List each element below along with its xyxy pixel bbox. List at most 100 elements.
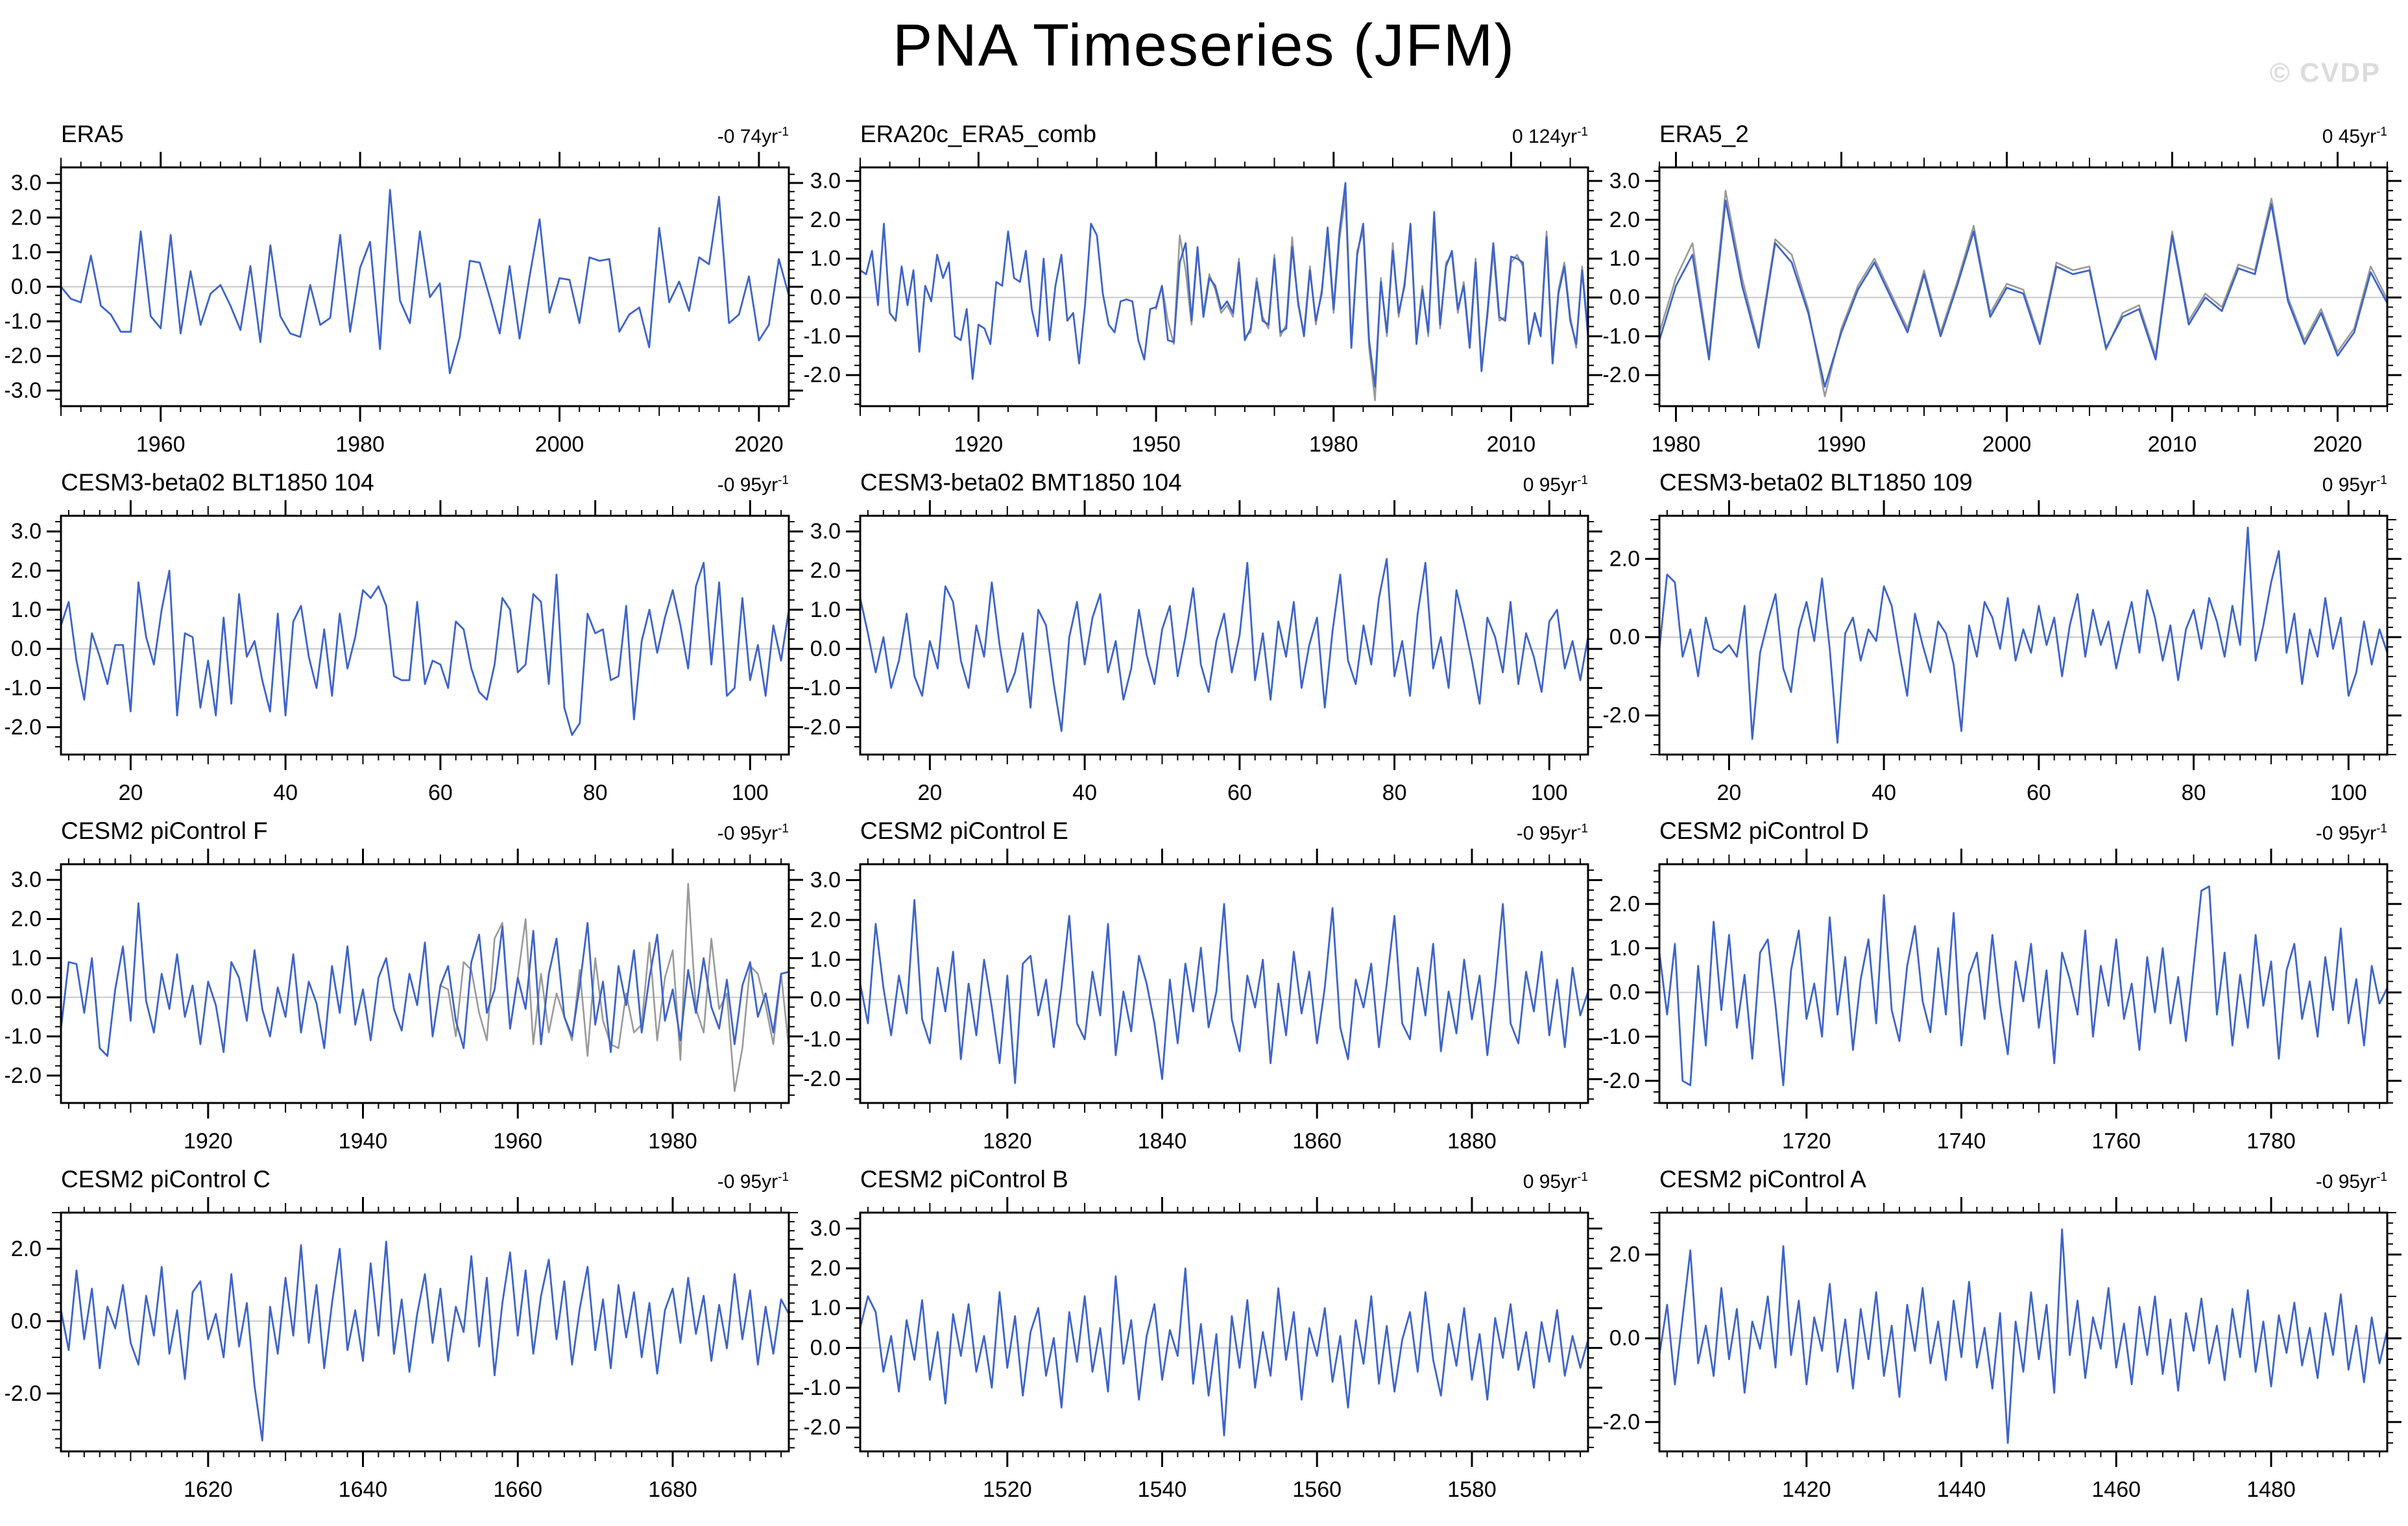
trend-unit: 95yr	[740, 1171, 778, 1193]
svg-text:2.0: 2.0	[11, 558, 42, 583]
trend-exponent: -1	[2376, 125, 2387, 139]
svg-text:3.0: 3.0	[810, 169, 841, 193]
svg-text:3.0: 3.0	[1609, 169, 1640, 193]
timeseries-plot: 1920 1950 1980 2010 3.0 2.0 1.0 0.0 -1.0 -2.0	[804, 152, 1602, 457]
svg-text:1.0: 1.0	[11, 946, 42, 971]
svg-text:1720: 1720	[1782, 1129, 1831, 1154]
svg-text:3.0: 3.0	[810, 868, 841, 893]
svg-text:1.0: 1.0	[1609, 247, 1640, 271]
panel-header: CESM2 piControl E -0 95yr-1	[804, 811, 1604, 845]
trend-value: -0	[717, 1171, 735, 1193]
trend-exponent: -1	[2376, 822, 2387, 836]
panel-title: CESM3-beta02 BLT1850 104	[61, 469, 374, 496]
svg-text:1920: 1920	[184, 1129, 233, 1154]
svg-text:2000: 2000	[1982, 432, 2032, 457]
svg-text:80: 80	[1382, 781, 1407, 805]
svg-text:1820: 1820	[983, 1129, 1032, 1154]
trend-unit: 95yr	[740, 474, 778, 496]
trend-value: 0	[2322, 126, 2333, 147]
svg-text:0.0: 0.0	[1609, 625, 1640, 649]
timeseries-plot: 1620 1640 1660 1680 2.0 0.0 -2.0	[5, 1197, 803, 1502]
svg-text:1740: 1740	[1937, 1129, 1986, 1154]
panel-era5: ERA5 -0 74yr-1 1960 1980 2000 2020 3.0 2.0 1.0…	[5, 114, 804, 463]
panel-title: CESM3-beta02 BMT1850 104	[860, 469, 1182, 496]
svg-text:2.0: 2.0	[1609, 891, 1640, 916]
panel-title: ERA5_2	[1659, 121, 1749, 147]
svg-text:1950: 1950	[1131, 432, 1181, 457]
svg-text:-1.0: -1.0	[804, 675, 841, 700]
svg-text:1980: 1980	[1652, 432, 1701, 457]
svg-text:1.0: 1.0	[810, 247, 841, 271]
timeseries-plot: 1920 1940 1960 1980 3.0 2.0 1.0 0.0 -1.0 -2.0	[5, 849, 803, 1154]
timeseries-plot: 1720 1740 1760 1780 2.0 1.0 0.0 -1.0 -2.0	[1604, 849, 2402, 1154]
svg-text:-2.0: -2.0	[5, 715, 42, 740]
panel-header: ERA20c_ERA5_comb 0 124yr-1	[804, 114, 1604, 148]
trend-unit: 95yr	[740, 823, 778, 844]
panel-era5-2: ERA5_2 0 45yr-1 1980 1990 2000 2010 2020 3.0 2…	[1604, 114, 2403, 463]
svg-text:2.0: 2.0	[11, 205, 42, 230]
trend-exponent: -1	[1577, 1170, 1588, 1184]
svg-text:2.0: 2.0	[1609, 546, 1640, 571]
svg-text:1.0: 1.0	[810, 1296, 841, 1320]
trend-value: -0	[2315, 1171, 2333, 1193]
panel-header: ERA5_2 0 45yr-1	[1604, 114, 2403, 148]
panel-header: ERA5 -0 74yr-1	[5, 114, 804, 148]
panel-header: CESM2 piControl D -0 95yr-1	[1604, 811, 2403, 845]
timeseries-plot: 1980 1990 2000 2010 2020 3.0 2.0 1.0 0.0 -1.0 -2.0	[1604, 152, 2402, 457]
trend-annotation: 0 45yr-1	[2322, 125, 2387, 148]
trend-annotation: 0 95yr-1	[1523, 474, 1588, 496]
timeseries-plot: 20 40 60 80 100 3.0 2.0 1.0 0.0 -1.0 -2.0	[804, 500, 1602, 805]
panel-title: CESM2 piControl E	[860, 818, 1068, 844]
svg-text:1460: 1460	[2091, 1477, 2141, 1502]
trend-value: 0	[1523, 474, 1534, 496]
panel-cesm2-picontrol-e: CESM2 piControl E -0 95yr-1 1820 1840 1860…	[804, 811, 1604, 1159]
svg-text:60: 60	[1227, 781, 1252, 805]
svg-text:-1.0: -1.0	[1604, 1024, 1640, 1049]
trend-unit: 45yr	[2338, 126, 2377, 147]
svg-text:0.0: 0.0	[11, 274, 42, 299]
svg-text:2.0: 2.0	[810, 908, 841, 932]
trend-exponent: -1	[778, 1170, 789, 1184]
svg-text:80: 80	[583, 781, 608, 805]
panel-title: CESM2 piControl F	[61, 818, 268, 844]
svg-text:100: 100	[1531, 781, 1568, 805]
timeseries-plot: 20 40 60 80 100 3.0 2.0 1.0 0.0 -1.0 -2.0	[5, 500, 803, 805]
panel-title: CESM3-beta02 BLT1850 109	[1659, 469, 1973, 496]
svg-text:40: 40	[1872, 781, 1896, 805]
svg-text:1520: 1520	[983, 1477, 1032, 1502]
trend-unit: 95yr	[2338, 1171, 2377, 1193]
svg-text:1980: 1980	[1309, 432, 1358, 457]
svg-text:3.0: 3.0	[810, 519, 841, 544]
trend-annotation: 0 95yr-1	[2322, 474, 2387, 496]
trend-value: 0	[2322, 474, 2333, 496]
svg-text:-3.0: -3.0	[5, 378, 42, 403]
svg-text:1880: 1880	[1447, 1129, 1497, 1154]
svg-text:0.0: 0.0	[810, 285, 841, 309]
trend-annotation: -0 95yr-1	[717, 474, 789, 496]
panel-header: CESM3-beta02 BLT1850 109 0 95yr-1	[1604, 463, 2403, 496]
trend-exponent: -1	[2376, 474, 2387, 487]
trend-exponent: -1	[1577, 474, 1588, 487]
svg-text:40: 40	[273, 781, 298, 805]
svg-text:1.0: 1.0	[11, 240, 42, 265]
svg-text:1960: 1960	[136, 432, 186, 457]
svg-text:1660: 1660	[493, 1477, 542, 1502]
trend-unit: 95yr	[1539, 1171, 1578, 1193]
trend-unit: 95yr	[1539, 823, 1578, 844]
svg-text:1580: 1580	[1447, 1477, 1497, 1502]
page-title: PNA Timeseries (JFM)	[892, 12, 1516, 79]
svg-text:1.0: 1.0	[810, 947, 841, 972]
timeseries-plot: 1960 1980 2000 2020 3.0 2.0 1.0 0.0 -1.0 -2.0 -3.0	[5, 152, 803, 457]
svg-text:1860: 1860	[1292, 1129, 1342, 1154]
svg-text:-2.0: -2.0	[804, 363, 841, 387]
trend-exponent: -1	[778, 125, 789, 139]
svg-text:1620: 1620	[184, 1477, 233, 1502]
trend-value: -0	[717, 823, 735, 844]
svg-text:0.0: 0.0	[11, 1309, 42, 1333]
svg-text:100: 100	[732, 781, 769, 805]
trend-unit: 74yr	[740, 126, 778, 147]
timeseries-plot: 1820 1840 1860 1880 3.0 2.0 1.0 0.0 -1.0 -2.0	[804, 849, 1602, 1154]
svg-text:2.0: 2.0	[11, 906, 42, 931]
svg-text:1540: 1540	[1138, 1477, 1187, 1502]
svg-text:0.0: 0.0	[810, 1336, 841, 1361]
